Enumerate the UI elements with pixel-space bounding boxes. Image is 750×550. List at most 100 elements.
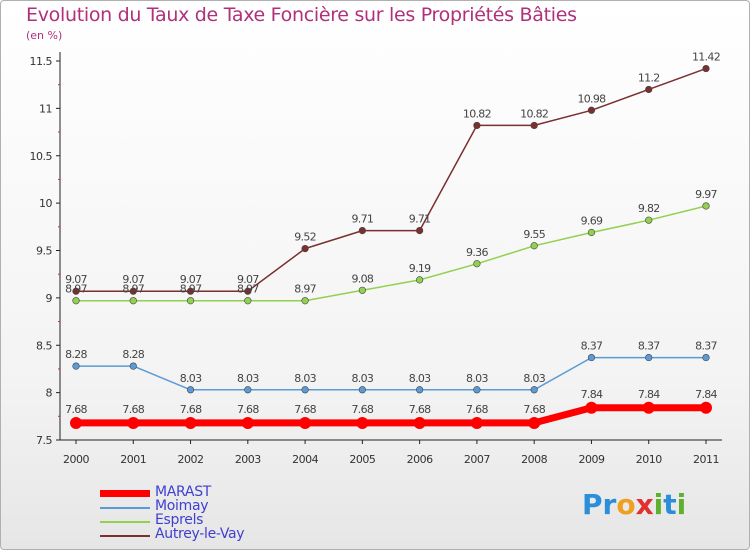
x-tick-label: 2011 [693, 453, 719, 466]
data-label-Autrey-le-Vay: 9.07 [237, 273, 259, 286]
data-label-Esprels: 9.97 [695, 188, 717, 201]
data-point-Moimay [129, 362, 137, 370]
legend-swatch [100, 535, 150, 537]
data-point-Autrey-le-Vay [244, 287, 252, 295]
data-point-MARAST [127, 416, 140, 429]
data-point-MARAST [413, 416, 426, 429]
data-label-Esprels: 8.97 [180, 283, 202, 296]
data-label-Moimay: 8.03 [294, 372, 316, 385]
logo-letter: P [582, 488, 603, 521]
y-tick-label: 9 [46, 292, 53, 305]
data-label-Moimay: 8.37 [638, 340, 660, 353]
data-point-Moimay [645, 353, 653, 362]
data-label-Autrey-le-Vay: 9.71 [409, 213, 431, 226]
data-label-MARAST: 7.84 [638, 388, 660, 401]
logo-letter: t [663, 488, 677, 521]
data-point-Autrey-le-Vay [301, 245, 309, 253]
data-point-Esprels [244, 297, 252, 305]
chart-title: Evolution du Taux de Taxe Foncière sur l… [26, 4, 577, 26]
logo-letter: x [635, 488, 654, 521]
data-point-Autrey-le-Vay [473, 121, 481, 130]
data-point-MARAST [585, 401, 598, 414]
legend-label: Autrey-le-Vay [155, 526, 245, 542]
data-label-Esprels: 8.97 [294, 283, 316, 296]
x-tick-label: 2009 [578, 453, 604, 466]
data-point-Esprels [301, 297, 309, 305]
data-point-Moimay [530, 386, 538, 394]
series-line-Autrey-le-Vay [76, 67, 707, 292]
data-point-Esprels [530, 242, 538, 250]
data-label-MARAST: 7.68 [65, 403, 87, 416]
data-point-Esprels [129, 297, 137, 305]
data-point-MARAST [528, 416, 541, 429]
series-line-Esprels [76, 205, 707, 302]
series-line-MARAST [76, 404, 706, 427]
data-point-Moimay [301, 386, 309, 394]
data-point-Moimay [473, 386, 481, 394]
y-tick-label: 8 [46, 387, 53, 400]
data-point-Moimay [702, 353, 710, 362]
data-label-Moimay: 8.03 [523, 372, 545, 385]
data-point-Moimay [358, 386, 366, 394]
data-point-MARAST [470, 416, 483, 429]
chart-subtitle: (en %) [26, 29, 63, 42]
y-tick-label: 11.5 [30, 55, 53, 68]
data-label-Moimay: 8.03 [466, 372, 488, 385]
data-point-Autrey-le-Vay [358, 227, 366, 235]
data-label-Esprels: 9.19 [409, 262, 431, 275]
legend-swatch [100, 507, 150, 509]
y-tick-label: 10 [39, 197, 52, 210]
data-label-Esprels: 9.36 [466, 246, 488, 259]
data-label-MARAST: 7.84 [581, 388, 603, 401]
data-point-Autrey-le-Vay [587, 106, 596, 114]
x-tick-label: 2002 [178, 453, 204, 466]
x-tick-label: 2000 [63, 453, 89, 466]
data-point-Moimay [416, 386, 424, 394]
data-point-Autrey-le-Vay [186, 287, 195, 295]
data-point-Autrey-le-Vay [530, 121, 538, 130]
data-label-MARAST: 7.68 [466, 403, 488, 416]
x-tick-label: 2003 [235, 453, 261, 466]
y-tick-label: 11 [39, 102, 52, 115]
data-label-Moimay: 8.28 [122, 348, 144, 361]
data-point-Autrey-le-Vay [129, 287, 137, 295]
data-point-MARAST [299, 416, 312, 429]
data-point-Esprels [645, 216, 653, 224]
data-point-Moimay [587, 353, 596, 362]
legend-label: MARAST [155, 484, 212, 500]
data-point-Esprels [587, 228, 596, 237]
x-tick-label: 2006 [407, 453, 433, 466]
data-point-Esprels [358, 286, 366, 294]
x-tick-label: 2010 [636, 453, 662, 466]
logo-letter: r [602, 488, 617, 521]
data-label-MARAST: 7.68 [294, 403, 316, 416]
data-label-Autrey-le-Vay: 9.07 [122, 273, 144, 286]
data-point-Esprels [702, 202, 710, 210]
data-label-MARAST: 7.68 [122, 403, 144, 416]
series-line-Moimay [76, 356, 706, 391]
data-point-Moimay [244, 386, 252, 394]
y-tick-label: 8.5 [36, 339, 52, 352]
data-point-MARAST [356, 416, 369, 429]
data-point-Esprels [473, 260, 481, 268]
data-point-Moimay [186, 386, 195, 394]
data-point-Autrey-le-Vay [416, 227, 424, 235]
data-label-Autrey-le-Vay: 10.82 [463, 107, 491, 120]
data-label-Autrey-le-Vay: 10.82 [520, 107, 548, 120]
data-label-Moimay: 8.03 [180, 372, 202, 385]
x-tick-label: 2007 [464, 453, 490, 466]
data-label-MARAST: 7.68 [180, 403, 202, 416]
data-label-MARAST: 7.68 [237, 403, 259, 416]
data-label-Moimay: 8.37 [581, 340, 603, 353]
x-tick-label: 2001 [120, 453, 146, 466]
data-label-Moimay: 8.03 [409, 372, 431, 385]
legend-label: Moimay [155, 498, 209, 514]
data-label-Autrey-le-Vay: 9.71 [352, 213, 374, 226]
y-tick-label: 7.5 [36, 434, 52, 447]
logo-letter: i [653, 488, 664, 521]
data-label-MARAST: 7.68 [523, 403, 545, 416]
data-point-Esprels [72, 297, 80, 305]
data-point-Esprels [186, 297, 195, 305]
